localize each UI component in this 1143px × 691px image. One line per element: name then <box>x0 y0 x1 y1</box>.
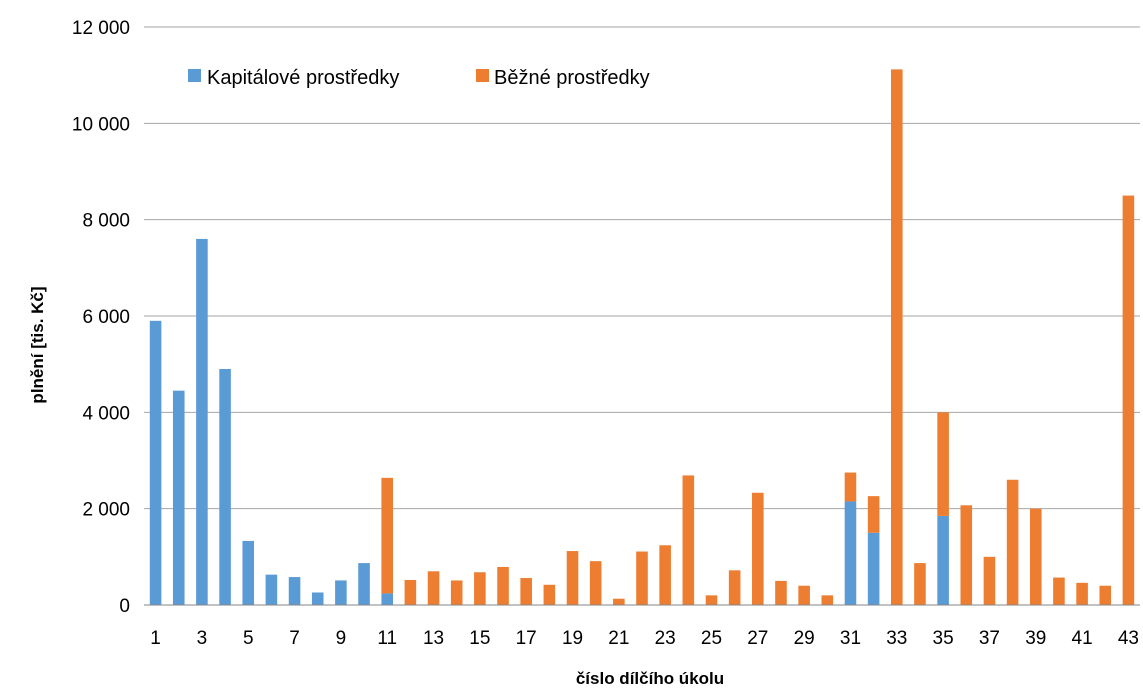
y-tick-label: 10 000 <box>72 114 130 135</box>
x-tick-label: 1 <box>150 628 161 649</box>
x-tick-label: 25 <box>701 628 722 649</box>
y-tick-label: 0 <box>119 596 130 617</box>
bar-bezne-42 <box>1099 585 1112 605</box>
y-tick-label: 6 000 <box>82 307 130 328</box>
bar-kapitalove-4 <box>219 368 231 605</box>
bar-bezne-32 <box>867 496 880 533</box>
bar-kapitalove-2 <box>172 390 185 605</box>
y-tick-label: 4 000 <box>82 403 130 424</box>
bar-bezne-25 <box>705 595 718 605</box>
bar-bezne-17 <box>520 578 532 605</box>
bar-kapitalove-3 <box>196 238 208 605</box>
bar-kapitalove-10 <box>358 563 370 605</box>
bar-bezne-29 <box>798 585 810 605</box>
bar-kapitalove-31 <box>844 501 857 605</box>
bar-bezne-34 <box>914 563 926 605</box>
bar-kapitalove-5 <box>242 540 255 605</box>
bar-bezne-19 <box>566 551 579 605</box>
bar-bezne-27 <box>752 492 764 605</box>
bar-bezne-35 <box>937 412 949 516</box>
bar-kapitalove-1 <box>149 320 162 605</box>
y-tick-label: 8 000 <box>82 211 130 232</box>
x-tick-label: 15 <box>469 628 490 649</box>
bar-bezne-33 <box>891 69 903 606</box>
x-tick-label: 33 <box>886 628 907 649</box>
x-tick-label: 5 <box>243 628 254 649</box>
bar-bezne-12 <box>404 579 417 605</box>
bar-bezne-22 <box>636 551 648 605</box>
bar-bezne-18 <box>543 584 556 605</box>
x-tick-label: 27 <box>747 628 768 649</box>
bar-bezne-40 <box>1053 577 1065 605</box>
bar-bezne-38 <box>1006 479 1019 605</box>
bar-bezne-26 <box>728 570 741 605</box>
x-tick-label: 19 <box>562 628 583 649</box>
bar-kapitalove-11 <box>381 593 393 605</box>
x-tick-label: 3 <box>197 628 208 649</box>
x-tick-label: 43 <box>1118 628 1139 649</box>
y-tick-label: 2 000 <box>82 500 130 521</box>
x-tick-labels: 1 3 5 7 9 11 13 15 17 19 21 23 25 27 29 31 33 35 37 39 41 43 <box>150 628 1139 649</box>
x-tick-label: 29 <box>794 628 815 649</box>
bar-bezne-43 <box>1122 195 1135 606</box>
y-tick-label: 12 000 <box>72 18 130 39</box>
bar-bezne-30 <box>821 595 834 605</box>
bar-bezne-31 <box>844 472 857 502</box>
bar-bezne-37 <box>983 556 996 605</box>
bar-kapitalove-8 <box>311 592 324 605</box>
x-tick-label: 17 <box>516 628 537 649</box>
bar-kapitalove-35 <box>937 515 949 605</box>
x-tick-label: 7 <box>289 628 300 649</box>
bar-kapitalove-7 <box>288 577 301 605</box>
legend-label-kapitalove: Kapitálové prostředky <box>207 67 399 89</box>
bar-kapitalove-9 <box>335 580 347 605</box>
legend-label-bezne: Běžné prostředky <box>494 67 650 89</box>
bar-bezne-39 <box>1029 508 1042 605</box>
bar-bezne-23 <box>659 545 671 605</box>
x-tick-label: 23 <box>655 628 676 649</box>
x-tick-label: 37 <box>979 628 1000 649</box>
bar-bezne-36 <box>960 505 973 605</box>
bar-bezne-16 <box>497 566 509 605</box>
y-tick-labels: 0 2 000 4 000 6 000 8 000 10 000 12 000 <box>72 18 130 617</box>
bar-bezne-14 <box>450 580 463 605</box>
x-tick-label: 21 <box>608 628 629 649</box>
legend-swatch-bezne <box>476 69 489 82</box>
legend: Kapitálové prostředky Běžné prostředky <box>188 67 650 89</box>
x-tick-label: 41 <box>1072 628 1093 649</box>
bar-bezne-15 <box>474 572 486 605</box>
bars <box>149 69 1135 606</box>
bar-bezne-20 <box>589 561 602 605</box>
gridlines <box>144 26 1140 510</box>
bar-bezne-28 <box>775 580 787 605</box>
x-tick-label: 13 <box>423 628 444 649</box>
y-axis-title: plnění [tis. Kč] <box>28 286 47 403</box>
x-axis-title: číslo dílčího úkolu <box>576 669 724 688</box>
bar-bezne-41 <box>1076 582 1088 605</box>
legend-swatch-kapitalove <box>188 69 201 82</box>
bar-kapitalove-6 <box>265 574 278 605</box>
x-tick-label: 9 <box>336 628 347 649</box>
x-tick-label: 31 <box>840 628 861 649</box>
bar-kapitalove-32 <box>867 532 880 605</box>
bar-bezne-24 <box>682 475 695 605</box>
bar-bezne-11 <box>381 477 393 594</box>
x-tick-label: 11 <box>377 628 397 649</box>
x-tick-label: 39 <box>1025 628 1046 649</box>
x-tick-label: 35 <box>933 628 954 649</box>
bar-bezne-21 <box>613 598 625 605</box>
bar-bezne-13 <box>427 571 440 605</box>
